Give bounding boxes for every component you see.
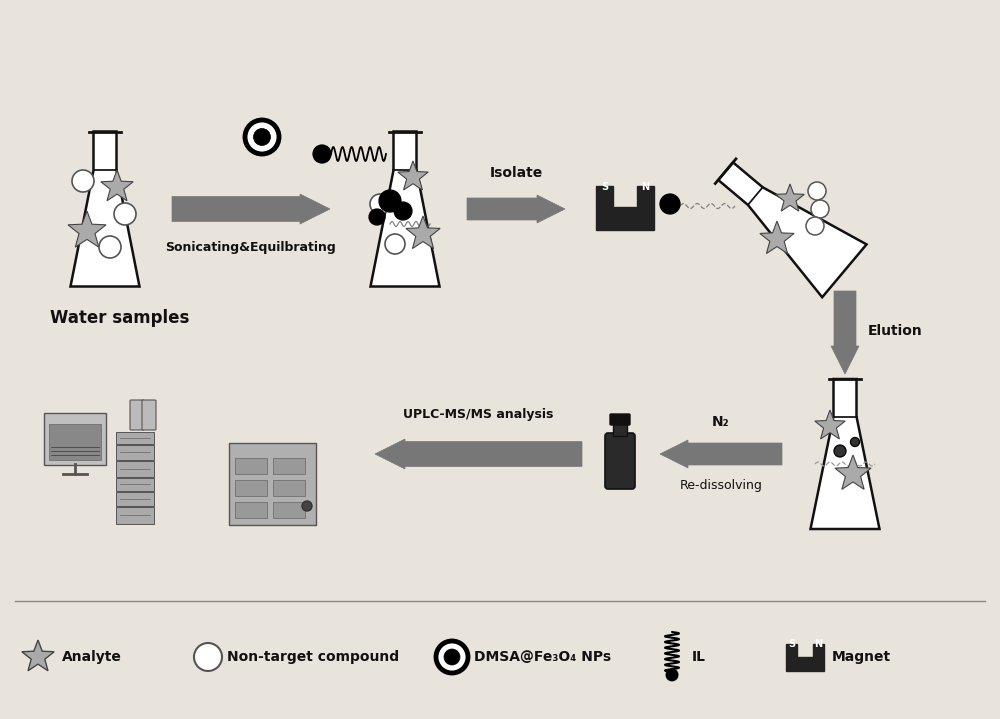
Circle shape	[394, 202, 412, 220]
FancyBboxPatch shape	[273, 458, 305, 474]
Text: Elution: Elution	[868, 324, 923, 338]
FancyBboxPatch shape	[273, 502, 305, 518]
Circle shape	[385, 234, 405, 254]
Polygon shape	[467, 195, 565, 223]
Text: Analyte: Analyte	[62, 650, 122, 664]
Text: Water samples: Water samples	[50, 309, 189, 327]
Polygon shape	[370, 132, 439, 286]
Text: S: S	[788, 639, 795, 649]
FancyBboxPatch shape	[116, 507, 154, 524]
FancyBboxPatch shape	[229, 443, 316, 525]
Circle shape	[811, 200, 829, 218]
Polygon shape	[101, 170, 133, 201]
Circle shape	[369, 209, 385, 225]
Circle shape	[808, 182, 826, 200]
Text: Isolate: Isolate	[489, 166, 543, 180]
Polygon shape	[835, 455, 871, 490]
Polygon shape	[70, 132, 140, 286]
Circle shape	[254, 129, 270, 145]
Polygon shape	[22, 640, 54, 671]
FancyBboxPatch shape	[273, 480, 305, 496]
Circle shape	[850, 437, 859, 446]
FancyBboxPatch shape	[605, 433, 635, 489]
FancyBboxPatch shape	[116, 492, 154, 506]
Text: S: S	[601, 182, 608, 192]
Circle shape	[302, 501, 312, 511]
FancyBboxPatch shape	[637, 186, 654, 207]
Polygon shape	[810, 379, 880, 529]
Polygon shape	[760, 221, 794, 254]
Circle shape	[660, 194, 680, 214]
FancyBboxPatch shape	[116, 432, 154, 444]
Circle shape	[436, 641, 468, 673]
Polygon shape	[375, 439, 582, 469]
FancyBboxPatch shape	[786, 657, 824, 672]
Circle shape	[666, 669, 678, 681]
Text: Sonicating&Equilbrating: Sonicating&Equilbrating	[165, 241, 335, 254]
FancyBboxPatch shape	[130, 400, 144, 430]
FancyBboxPatch shape	[235, 458, 267, 474]
Text: Non-target compound: Non-target compound	[227, 650, 399, 664]
Circle shape	[370, 194, 390, 214]
Circle shape	[834, 445, 846, 457]
Circle shape	[194, 643, 222, 671]
Text: N: N	[641, 182, 649, 192]
Text: Magnet: Magnet	[832, 650, 891, 664]
Circle shape	[114, 203, 136, 225]
Polygon shape	[831, 291, 859, 374]
Polygon shape	[776, 184, 804, 211]
Polygon shape	[406, 216, 440, 249]
Text: IL: IL	[692, 650, 706, 664]
Circle shape	[444, 649, 460, 665]
Polygon shape	[398, 161, 428, 190]
FancyBboxPatch shape	[142, 400, 156, 430]
Text: Re-dissolving: Re-dissolving	[680, 479, 762, 492]
FancyBboxPatch shape	[235, 502, 267, 518]
Circle shape	[72, 170, 94, 192]
Circle shape	[245, 120, 279, 154]
Text: DMSA@Fe₃O₄ NPs: DMSA@Fe₃O₄ NPs	[474, 650, 611, 664]
Circle shape	[313, 145, 331, 163]
Text: N₂: N₂	[712, 415, 730, 429]
Circle shape	[99, 236, 121, 258]
Polygon shape	[815, 410, 845, 439]
FancyBboxPatch shape	[813, 644, 824, 657]
FancyBboxPatch shape	[610, 414, 630, 425]
FancyBboxPatch shape	[235, 480, 267, 496]
FancyBboxPatch shape	[116, 461, 154, 477]
FancyBboxPatch shape	[596, 207, 654, 229]
FancyBboxPatch shape	[44, 413, 106, 465]
FancyBboxPatch shape	[786, 644, 797, 657]
FancyBboxPatch shape	[116, 478, 154, 491]
Text: N: N	[814, 639, 822, 649]
Circle shape	[806, 217, 824, 235]
FancyBboxPatch shape	[613, 424, 627, 436]
Text: UPLC-MS/MS analysis: UPLC-MS/MS analysis	[403, 408, 553, 421]
Polygon shape	[718, 162, 867, 297]
FancyBboxPatch shape	[49, 424, 101, 460]
FancyBboxPatch shape	[116, 445, 154, 460]
Polygon shape	[172, 194, 330, 224]
Polygon shape	[68, 211, 106, 247]
Polygon shape	[660, 440, 782, 468]
Circle shape	[379, 190, 401, 212]
FancyBboxPatch shape	[596, 186, 613, 207]
